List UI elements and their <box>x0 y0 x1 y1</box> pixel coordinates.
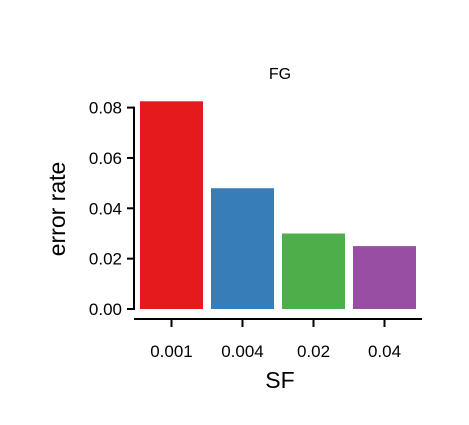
y-tick-label: 0.04 <box>89 199 122 218</box>
y-tick-label: 0.02 <box>89 250 122 269</box>
bar-0.04 <box>353 246 416 309</box>
bar-0.004 <box>211 188 274 309</box>
y-axis-title: error rate <box>44 162 70 257</box>
x-tick-label: 0.004 <box>221 342 264 361</box>
x-tick-label: 0.02 <box>297 342 330 361</box>
y-tick-label: 0.06 <box>89 149 122 168</box>
x-tick-label: 0.04 <box>368 342 401 361</box>
bar-0.001 <box>140 101 203 309</box>
y-tick-label: 0.08 <box>89 99 122 118</box>
x-axis-title: SF <box>265 367 294 393</box>
bar-0.02 <box>282 233 345 309</box>
y-tick-label: 0.00 <box>89 300 122 319</box>
x-tick-label: 0.001 <box>150 342 193 361</box>
x-axis: 0.001 0.004 0.02 0.04 <box>134 318 422 361</box>
chart-title: FG <box>269 66 291 83</box>
bars-group <box>140 101 416 309</box>
y-axis: 0.00 0.02 0.04 0.06 0.08 <box>89 99 135 319</box>
